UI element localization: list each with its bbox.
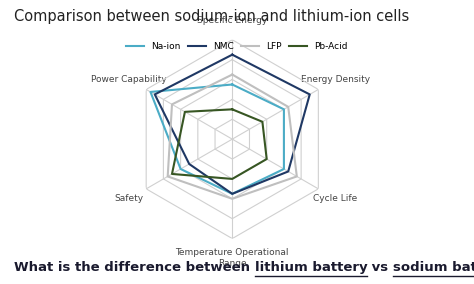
Legend: Na-ion, NMC, LFP, Pb-Acid: Na-ion, NMC, LFP, Pb-Acid	[122, 39, 352, 55]
Text: What is the difference between: What is the difference between	[14, 261, 255, 274]
Text: Comparison between sodium-ion and lithium-ion cells: Comparison between sodium-ion and lithiu…	[14, 9, 410, 24]
Text: sodium battery: sodium battery	[393, 261, 474, 274]
Text: lithium battery: lithium battery	[255, 261, 367, 274]
Text: vs: vs	[367, 261, 393, 274]
